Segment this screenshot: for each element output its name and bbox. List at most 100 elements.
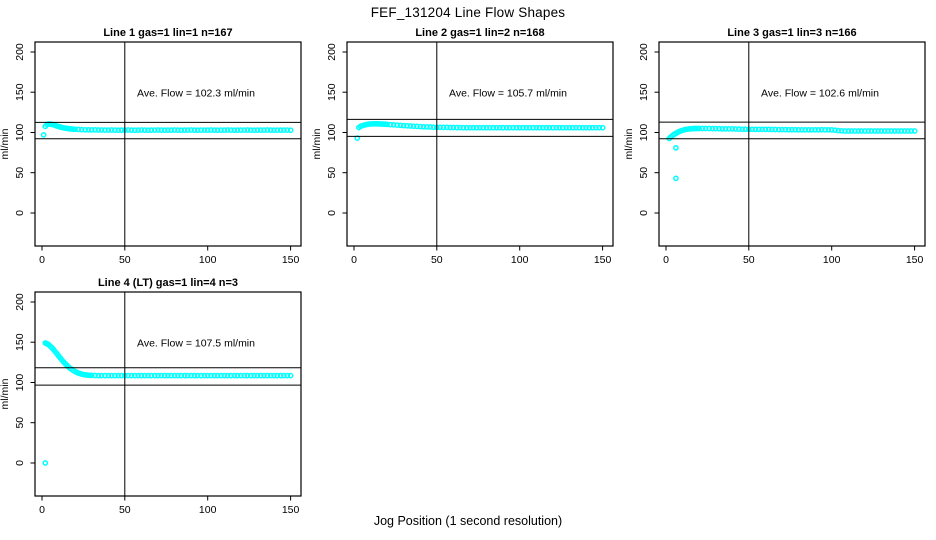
data-point [241, 127, 248, 133]
data-point [287, 372, 294, 379]
data-point [267, 372, 274, 379]
data-point [277, 372, 284, 379]
data-point [848, 128, 855, 134]
data-point [852, 128, 858, 134]
data-point [812, 126, 818, 133]
data-point [214, 127, 221, 134]
data-point [208, 127, 214, 133]
x-tick-label: 150 [594, 254, 612, 266]
data-point [237, 127, 244, 133]
data-point [762, 126, 769, 133]
data-point [271, 127, 277, 134]
data-point [540, 124, 546, 131]
data-point [287, 127, 294, 134]
data-point [586, 124, 593, 131]
data-point [729, 126, 736, 132]
data-point [224, 127, 231, 133]
data-point [898, 128, 905, 134]
data-point [184, 127, 191, 133]
data-point [503, 124, 510, 131]
y-tick-label: 150 [638, 83, 650, 101]
data-point [181, 372, 188, 379]
data-point [755, 126, 762, 133]
data-point [673, 144, 679, 151]
y-tick-label: 200 [638, 43, 650, 61]
y-tick-label: 0 [638, 210, 650, 216]
data-point [85, 126, 92, 133]
data-point [487, 124, 493, 131]
data-point [234, 372, 241, 379]
data-point [875, 128, 881, 134]
plot-box [346, 41, 614, 247]
y-tick-label: 0 [326, 210, 338, 216]
data-point [885, 128, 891, 134]
data-point [739, 126, 746, 133]
data-point [88, 372, 95, 379]
subplot-title: Line 3 gas=1 lin=3 n=166 [727, 27, 856, 39]
data-point [281, 127, 287, 133]
data-point [881, 128, 888, 134]
data-point [722, 126, 729, 132]
data-point [496, 124, 503, 131]
subplot-title: Line 4 (LT) gas=1 lin=4 n=3 [98, 277, 238, 289]
data-point [168, 127, 175, 133]
data-point [404, 122, 410, 129]
data-point [198, 372, 204, 379]
data-point [470, 124, 477, 131]
data-point [231, 127, 238, 134]
data-point [231, 372, 238, 379]
subplot-1: Line 1 gas=1 lin=1 n=167 Ave. Flow = 102.… [0, 27, 302, 266]
data-point [901, 128, 908, 134]
data-point [281, 372, 287, 379]
data-point [414, 123, 420, 130]
data-point [818, 126, 825, 133]
data-point [523, 124, 530, 131]
data-point [716, 125, 722, 132]
data-point [828, 127, 835, 133]
data-point [546, 124, 553, 131]
ave-flow-annotation: Ave. Flow = 102.3 ml/min [137, 87, 255, 99]
data-point [772, 126, 779, 133]
data-point [457, 124, 463, 131]
data-point [40, 132, 47, 138]
data-point [868, 128, 875, 134]
main-title: FEF_131204 Line Flow Shapes [370, 5, 566, 20]
y-tick-label: 200 [14, 43, 26, 61]
data-point [765, 126, 772, 133]
data-point [271, 372, 277, 379]
data-point [191, 372, 198, 379]
data-point [151, 127, 158, 133]
y-tick-label: 50 [14, 167, 26, 179]
data-point [188, 127, 194, 133]
data-point [148, 127, 155, 133]
data-point [450, 124, 457, 131]
data-point [78, 126, 85, 133]
data-point [789, 126, 795, 133]
data-point [92, 372, 98, 379]
data-point [218, 372, 224, 379]
data-point [115, 372, 122, 379]
data-point [845, 128, 852, 134]
y-tick-label: 50 [14, 417, 26, 429]
data-point [181, 127, 188, 133]
data-point [178, 127, 185, 134]
y-tick-label: 200 [14, 293, 26, 311]
data-point [589, 124, 596, 131]
data-point [795, 126, 802, 133]
data-point [131, 127, 138, 134]
data-point [254, 372, 261, 379]
data-point [513, 124, 520, 131]
data-point [241, 372, 248, 379]
data-point [247, 127, 254, 133]
data-point [251, 372, 257, 379]
data-point [779, 126, 785, 133]
data-point [175, 127, 181, 133]
data-point [583, 124, 589, 131]
data-point [500, 124, 506, 131]
data-point [105, 127, 112, 133]
data-point [244, 127, 251, 133]
data-point [264, 372, 271, 379]
data-point [274, 372, 281, 379]
